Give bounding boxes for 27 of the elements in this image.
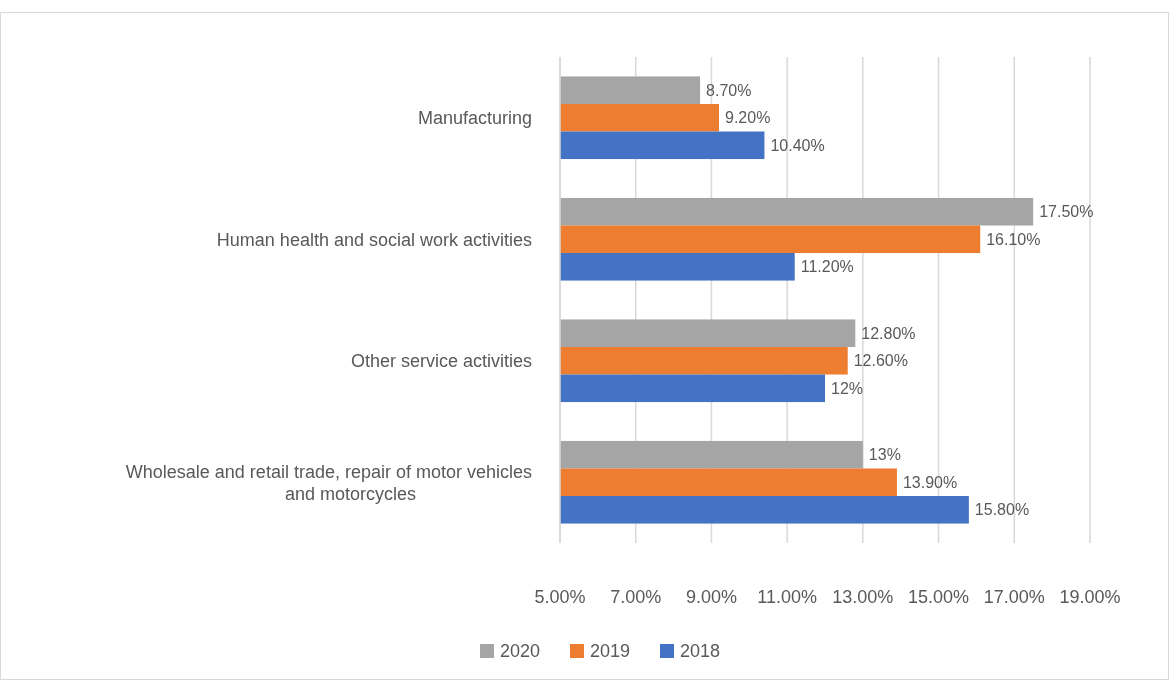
data-label: 13.90%: [902, 473, 958, 491]
legend-label: 2019: [590, 641, 631, 662]
x-tick-label: 13.00%: [832, 587, 894, 607]
data-label: 12.60%: [853, 352, 908, 370]
data-label: 12%: [831, 379, 864, 397]
y-tick-label: Wholesale and retail trade, repair of motor vehicles and motorcycles: [125, 461, 532, 504]
data-label: 10.40%: [770, 136, 825, 154]
data-label: 17.50%: [1039, 203, 1094, 221]
x-tick-label: 15.00%: [908, 587, 970, 607]
x-tick-label: 5.00%: [534, 587, 586, 607]
data-label: 15.80%: [974, 501, 1030, 519]
x-tick-label: 9.00%: [685, 587, 737, 607]
x-tick-label: 7.00%: [610, 587, 662, 607]
legend-label: 2018: [680, 641, 721, 662]
data-label: 8.70%: [706, 81, 752, 99]
data-label: 12.80%: [861, 324, 916, 342]
x-tick-label: 11.00%: [757, 587, 817, 607]
data-label: 9.20%: [725, 109, 771, 127]
data-label: 11.20%: [800, 258, 854, 276]
y-tick-label: Human health and social work activities: [216, 229, 532, 250]
y-tick-label: Other service activities: [350, 351, 532, 372]
data-label: 16.10%: [986, 230, 1041, 248]
y-tick-label: Manufacturing: [417, 108, 532, 129]
x-tick-label: 17.00%: [983, 587, 1045, 607]
legend-label: 2020: [500, 641, 541, 662]
data-label: 13%: [868, 446, 901, 464]
x-tick-label: 19.00%: [1059, 587, 1121, 607]
